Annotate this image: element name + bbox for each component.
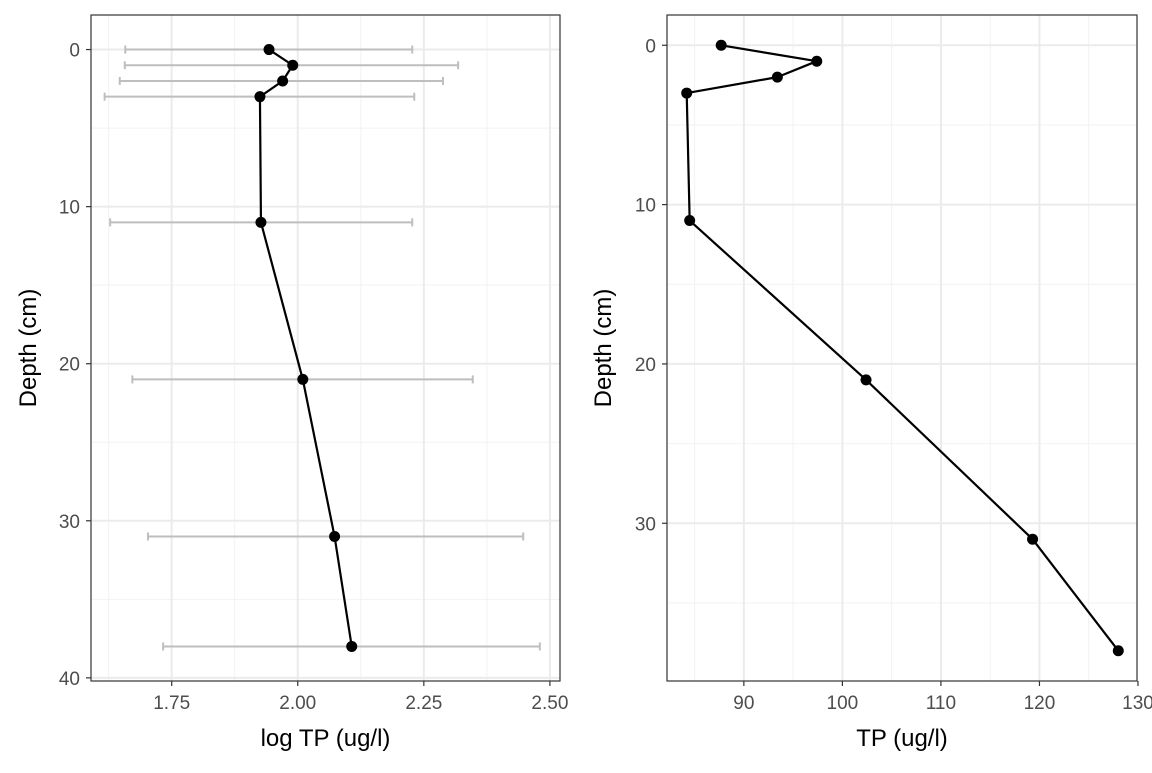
data-point bbox=[329, 530, 341, 542]
x-tick-label: 1.75 bbox=[153, 693, 190, 714]
x-tick-label: 110 bbox=[926, 693, 956, 714]
panel-border bbox=[666, 14, 1138, 682]
x-tick-label: 2.25 bbox=[405, 693, 442, 714]
data-point bbox=[811, 55, 823, 67]
y-tick-label: 40 bbox=[59, 669, 80, 690]
panel-2: 90 100 110 120 130 0 10 20 30 TP (ug/l) Depth (cm) bbox=[590, 14, 1152, 752]
data-point bbox=[1027, 533, 1039, 545]
y-tick-label: 30 bbox=[635, 514, 656, 535]
data-point bbox=[263, 44, 275, 56]
data-point bbox=[287, 59, 299, 71]
data-point bbox=[255, 216, 267, 228]
y-tick-label: 10 bbox=[59, 198, 80, 219]
y-tick-label: 20 bbox=[59, 355, 80, 376]
data-point bbox=[681, 87, 693, 99]
data-point bbox=[1112, 645, 1124, 657]
data-point bbox=[277, 75, 289, 87]
panel-1: 1.75 2.00 2.25 2.50 0 10 20 30 40 log TP (ug/l) De… bbox=[15, 14, 568, 752]
y-axis-title: Depth (cm) bbox=[590, 289, 617, 408]
panel-border bbox=[90, 14, 561, 682]
data-point bbox=[715, 39, 727, 51]
y-tick-label: 0 bbox=[69, 41, 80, 62]
y-tick-label: 0 bbox=[645, 36, 656, 57]
x-tick-label: 90 bbox=[733, 693, 754, 714]
data-point bbox=[346, 640, 358, 652]
x-tick-label: 2.00 bbox=[279, 693, 316, 714]
x-axis-title: TP (ug/l) bbox=[856, 725, 948, 752]
y-axis-title: Depth (cm) bbox=[15, 289, 42, 408]
y-tick-label: 10 bbox=[635, 196, 656, 217]
data-point bbox=[254, 91, 266, 103]
data-point bbox=[297, 373, 309, 385]
y-tick-label: 30 bbox=[59, 512, 80, 533]
x-axis-title: log TP (ug/l) bbox=[261, 725, 391, 752]
panel-background bbox=[667, 15, 1137, 681]
series-line bbox=[685, 44, 1120, 652]
data-point bbox=[860, 374, 872, 386]
data-point bbox=[771, 71, 783, 83]
x-tick-label: 2.50 bbox=[531, 693, 568, 714]
x-tick-label: 100 bbox=[827, 693, 859, 714]
x-tick-label: 120 bbox=[1024, 693, 1056, 714]
x-tick-label: 130 bbox=[1122, 693, 1152, 714]
panel-background bbox=[91, 15, 560, 681]
y-tick-label: 20 bbox=[635, 355, 656, 376]
data-point bbox=[684, 215, 696, 227]
